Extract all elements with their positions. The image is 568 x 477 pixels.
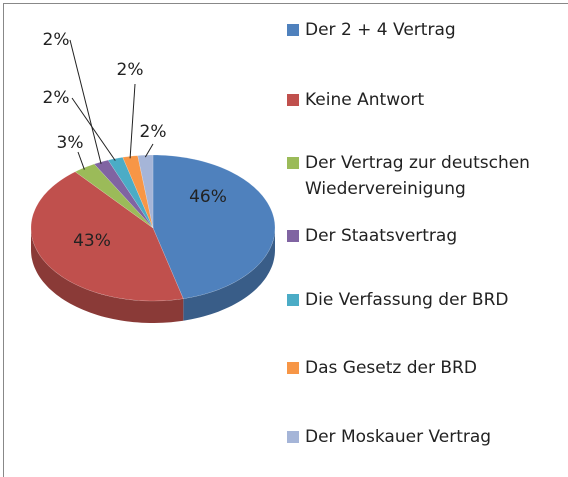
legend-item: Der Vertrag zur deutschen Wiedervereinig… (287, 150, 568, 202)
leader-line (69, 39, 102, 165)
slice-top (152, 154, 276, 299)
legend-item: Die Verfassung der BRD (287, 287, 568, 313)
leader-line (71, 97, 116, 161)
slice (30, 171, 184, 323)
legend-swatch (287, 294, 299, 306)
legend-item: Der Staatsvertrag (287, 223, 568, 249)
data-label: 2% (43, 30, 70, 50)
legend-swatch (287, 431, 299, 443)
data-label: 2% (140, 122, 167, 142)
legend-swatch (287, 362, 299, 374)
legend-label: Keine Antwort (305, 90, 425, 110)
chart-frame (3, 3, 568, 477)
data-label: 46% (189, 187, 227, 207)
legend-swatch (287, 94, 299, 106)
legend-swatch (287, 157, 299, 169)
data-label: 2% (117, 60, 144, 80)
slice (152, 154, 276, 321)
legend-item: Der 2 + 4 Vertrag (287, 17, 568, 43)
data-label: 43% (73, 231, 111, 251)
legend-item: Keine Antwort (287, 87, 568, 113)
leader-line (144, 143, 154, 158)
slice-top (137, 154, 154, 229)
legend-label: Das Gesetz der BRD (305, 358, 477, 378)
legend-item: Der Moskauer Vertrag (287, 424, 568, 450)
slice-side (183, 228, 275, 321)
legend-label: Die Verfassung der BRD (305, 290, 509, 310)
slice (74, 163, 154, 229)
legend-label: Der Vertrag zur deutschen Wiedervereinig… (305, 153, 530, 199)
legend-swatch (287, 24, 299, 36)
leader-line (129, 83, 136, 159)
legend-swatch (287, 230, 299, 242)
legend-label: Der 2 + 4 Vertrag (305, 20, 456, 40)
slice-side (31, 228, 184, 323)
leader-line (77, 151, 85, 170)
data-label: 3% (57, 133, 84, 153)
legend-item: Das Gesetz der BRD (287, 355, 568, 381)
data-label: 2% (43, 88, 70, 108)
legend-label: Der Moskauer Vertrag (305, 427, 492, 447)
slice-top (30, 171, 184, 302)
slice-top (74, 163, 154, 229)
slice (137, 154, 154, 229)
legend-label: Der Staatsvertrag (305, 226, 458, 246)
